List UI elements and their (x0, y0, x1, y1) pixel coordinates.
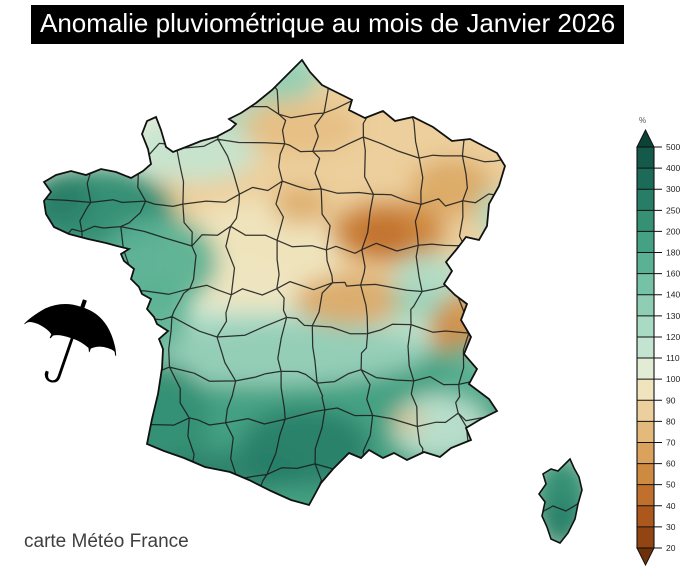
legend-band (637, 505, 654, 528)
legend-band (637, 315, 654, 338)
legend-band (637, 252, 654, 275)
legend-band (637, 294, 654, 317)
legend-tick-label: 110 (666, 353, 680, 363)
legend-tick-label: 70 (666, 437, 676, 447)
legend-tick-label: 20 (666, 543, 676, 553)
anomaly-blob (477, 189, 507, 237)
legend-band (637, 379, 654, 401)
legend-band (637, 336, 654, 359)
anomaly-blob (390, 286, 442, 326)
anomaly-blob (450, 278, 490, 322)
legend-tick-label: 200 (666, 226, 680, 236)
legend-band (637, 273, 654, 296)
anomaly-blob (272, 186, 328, 226)
legend-band (637, 168, 654, 190)
anomaly-blob (442, 340, 494, 404)
anomaly-blob (240, 102, 360, 154)
legend-band (637, 231, 654, 254)
legend-band (637, 484, 654, 507)
anomaly-blob (44, 172, 90, 224)
anomaly-blob (230, 60, 322, 102)
legend-band (637, 463, 654, 486)
color-scale-legend: % 500 400 300 250 200 180 160 140 130 120 110 100 90 8… (636, 116, 680, 567)
legend-tick-label: 400 (666, 163, 680, 173)
anomaly-blob (170, 200, 340, 310)
legend-band (637, 210, 654, 232)
legend-arrow-bottom (636, 547, 655, 567)
legend-tick-label: 130 (666, 311, 680, 321)
legend-tick-label: 250 (666, 205, 680, 215)
anomaly-blob (294, 274, 410, 326)
legend-band (637, 189, 654, 211)
legend-tick-label: 50 (666, 480, 676, 490)
legend-tick-label: 160 (666, 269, 680, 279)
legend-band (637, 526, 654, 549)
legend-band (637, 400, 654, 422)
legend-tick-label: 300 (666, 184, 680, 194)
legend-tick-label: 90 (666, 395, 676, 405)
anomaly-blob (410, 158, 494, 218)
legend-band (637, 358, 654, 380)
legend-tick-label: 80 (666, 416, 676, 426)
map-title: Anomalie pluviométrique au mois de Janvi… (31, 5, 625, 44)
legend-tick-label: 500 (666, 142, 680, 152)
legend-tick-label: 30 (666, 522, 676, 532)
credit-text: carte Météo France (24, 531, 189, 552)
legend-arrow-top (636, 128, 655, 148)
legend-tick-label: 40 (666, 501, 676, 511)
legend-tick-label: 100 (666, 374, 680, 384)
legend-tick-label: 140 (666, 290, 680, 300)
legend-tick-label: 180 (666, 248, 680, 258)
legend-band (637, 442, 654, 465)
legend-tick-label: 120 (666, 332, 680, 342)
legend-band (637, 421, 654, 443)
legend-tick-label: 60 (666, 459, 676, 469)
legend-band (637, 147, 654, 169)
legend-unit-label: % (639, 116, 646, 125)
